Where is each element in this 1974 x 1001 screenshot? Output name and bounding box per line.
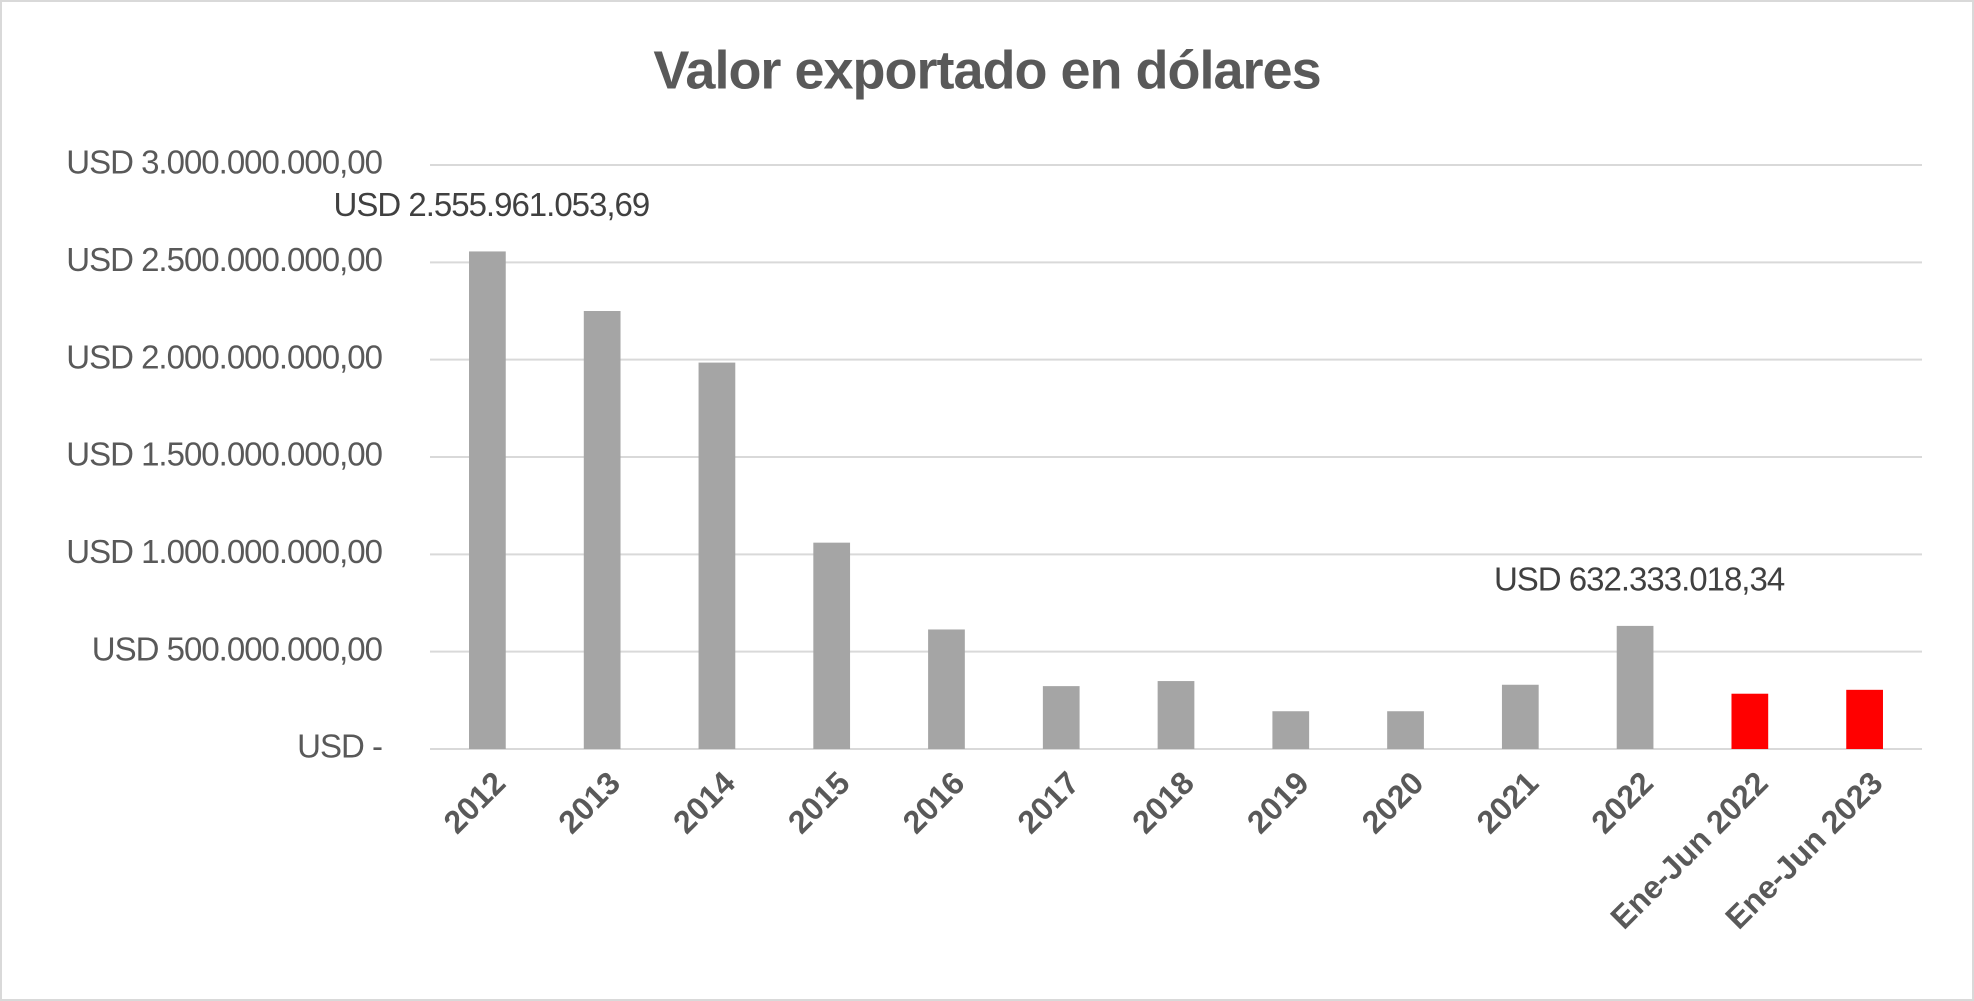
bar — [1846, 689, 1883, 749]
bar — [1731, 693, 1769, 749]
bar — [469, 251, 506, 749]
y-tick-label: USD 2.500.000.000,00 — [66, 241, 382, 278]
y-tick-label: USD 1.500.000.000,00 — [66, 436, 382, 473]
y-tick-label: USD 3.000.000.000,00 — [66, 144, 382, 181]
bar — [583, 311, 621, 749]
bar — [1042, 686, 1080, 749]
bar — [1501, 684, 1539, 749]
y-tick-label: USD - — [297, 728, 382, 765]
bar — [1616, 625, 1654, 749]
bar — [813, 542, 851, 749]
bar — [1157, 681, 1195, 749]
bar — [1387, 711, 1424, 749]
bar — [698, 362, 736, 749]
bar — [928, 629, 965, 749]
y-tick-label: USD 1.000.000.000,00 — [66, 533, 382, 570]
data-label: USD 2.555.961.053,69 — [334, 186, 650, 223]
y-tick-label: USD 2.000.000.000,00 — [66, 338, 382, 375]
data-label: USD 632.333.018,34 — [1494, 561, 1785, 598]
y-tick-label: USD 500.000.000,00 — [92, 630, 383, 667]
chart-title: Valor exportado en dólares — [653, 40, 1320, 100]
bar — [1272, 711, 1310, 749]
